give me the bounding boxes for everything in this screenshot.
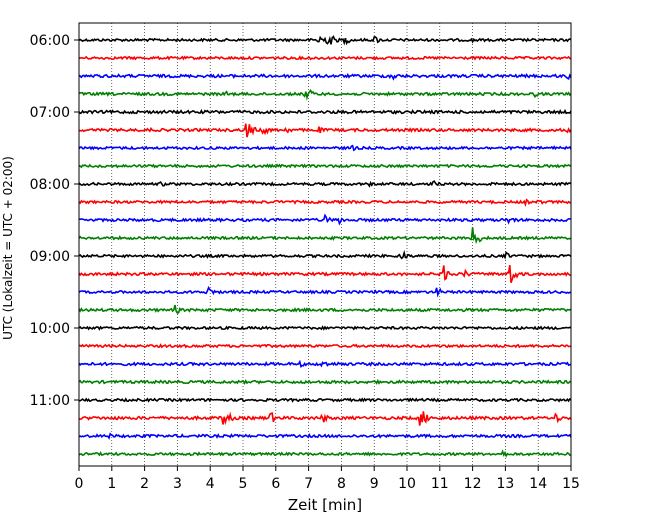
x-tick-label: 13 [496, 476, 514, 492]
seismic-trace-0645 [78, 88, 572, 101]
seismic-trace-0815 [78, 198, 572, 208]
seismic-trace-0630 [78, 72, 572, 81]
y-axis: 06:00 07:00 08:00 09:00 10:00 11:00 [30, 33, 79, 409]
y-tick-label: 07:00 [30, 105, 70, 121]
x-tick-label: 1 [107, 476, 116, 492]
y-axis-label: UTC (Lokalzeit = UTC + 02:00) [1, 156, 15, 340]
x-tick-label: 6 [271, 476, 280, 492]
x-tick-label: 15 [562, 476, 580, 492]
seismic-trace-1100 [78, 397, 572, 403]
x-axis-label: Zeit [min] [288, 496, 362, 514]
seismic-trace-1115 [78, 411, 572, 426]
y-tick-label: 08:00 [30, 177, 70, 193]
seismic-trace-1015 [78, 343, 572, 349]
x-tick-label: 4 [206, 476, 215, 492]
y-tick-label: 06:00 [30, 33, 70, 49]
x-tick-label: 0 [75, 476, 84, 492]
seismic-trace-0715 [78, 123, 572, 138]
seismic-trace-1000 [78, 325, 572, 331]
seismic-trace-0930 [78, 285, 572, 298]
x-tick-label: 10 [398, 476, 416, 492]
x-tick-label: 12 [464, 476, 482, 492]
x-tick-label: 11 [431, 476, 449, 492]
seismic-trace-0915 [78, 265, 572, 283]
seismic-trace-1145 [78, 449, 572, 458]
seismic-trace-0945 [78, 304, 572, 315]
y-tick-label: 10:00 [30, 321, 70, 337]
seismic-trace-0845 [78, 227, 572, 245]
x-tick-label: 9 [370, 476, 379, 492]
x-tick-label: 2 [140, 476, 149, 492]
x-tick-label: 14 [529, 476, 547, 492]
seismic-trace-1030 [78, 359, 572, 369]
seismic-trace-0600 [78, 35, 572, 46]
y-tick-label: 11:00 [30, 393, 70, 409]
seismic-trace-0700 [78, 108, 572, 115]
plot-area [78, 22, 572, 467]
plot-frame [78, 22, 572, 467]
x-tick-label: 5 [239, 476, 248, 492]
x-tick-label: 3 [173, 476, 182, 492]
x-tick-label: 8 [337, 476, 346, 492]
seismic-trace-0615 [78, 55, 572, 61]
x-axis: 0 1 2 3 4 5 6 7 8 9 10 11 12 13 14 15 [75, 466, 580, 492]
seismic-trace-1130 [78, 432, 572, 440]
x-tick-label: 7 [304, 476, 313, 492]
seismic-trace-0830 [78, 213, 572, 226]
seismic-trace-0800 [78, 180, 572, 188]
seismic-trace-0730 [78, 144, 572, 152]
y-tick-label: 09:00 [30, 249, 70, 265]
seismic-trace-0745 [78, 163, 572, 169]
seismic-trace-0900 [78, 249, 572, 260]
seismic-trace-1045 [78, 378, 572, 386]
